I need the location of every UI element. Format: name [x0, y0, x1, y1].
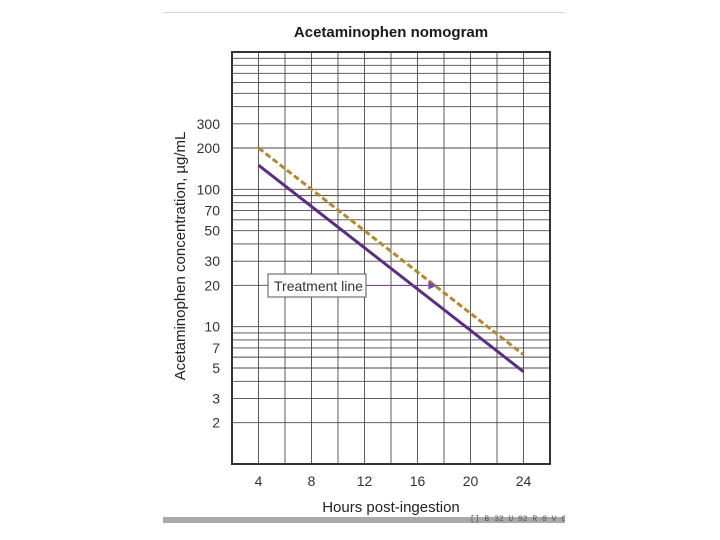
- y-tick-label: 3: [212, 390, 220, 406]
- y-tick-label: 10: [204, 319, 220, 335]
- x-tick-label: 12: [357, 473, 373, 489]
- y-axis-title: Acetaminophen concentration, µg/mL: [172, 132, 189, 381]
- y-tick-label: 2: [212, 415, 220, 431]
- annotation: Treatment line: [267, 273, 438, 298]
- plot-frame: [231, 51, 551, 465]
- annotation-arrow-head: [428, 281, 438, 290]
- x-tick-label: 4: [255, 473, 263, 489]
- chart-title: Acetaminophen nomogram: [294, 24, 488, 41]
- footer-code: [] B 32 U 92 R 0 V 0: [470, 515, 565, 524]
- y-tick-label: 7: [212, 340, 220, 356]
- x-tick-label: 16: [410, 473, 426, 489]
- dashed-series-line: [257, 146, 525, 356]
- y-tick-label: 30: [204, 253, 220, 269]
- y-tick-label: 5: [212, 360, 220, 376]
- annotation-label: Treatment line: [274, 278, 363, 294]
- x-tick-label: 8: [308, 473, 316, 489]
- y-tick-label: 50: [204, 223, 220, 239]
- grid: [232, 52, 550, 464]
- y-tick-label: 70: [204, 203, 220, 219]
- series-layer: [257, 146, 525, 373]
- tick-labels: 4 8 12 16 20 24 2 3 5 7 10 20 30 50 70 100 200 300: [197, 116, 532, 489]
- bottom-bar: [163, 517, 565, 523]
- top-rule: [163, 12, 565, 13]
- y-tick-label: 100: [197, 181, 221, 197]
- x-axis-title: Hours post-ingestion: [322, 499, 460, 516]
- y-tick-label: 300: [197, 116, 221, 132]
- x-tick-label: 24: [516, 473, 532, 489]
- x-tick-label: 20: [463, 473, 479, 489]
- y-tick-label: 200: [197, 140, 221, 156]
- y-tick-label: 20: [204, 277, 220, 293]
- solid-series-line: [257, 163, 525, 373]
